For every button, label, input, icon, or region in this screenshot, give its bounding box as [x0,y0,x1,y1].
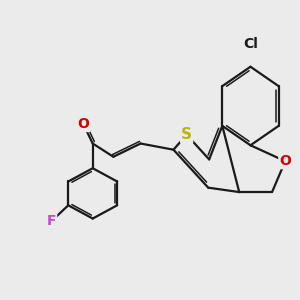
Text: F: F [47,214,56,228]
Text: O: O [279,154,291,168]
Text: S: S [181,127,192,142]
Text: O: O [77,117,89,131]
Text: Cl: Cl [243,37,258,51]
